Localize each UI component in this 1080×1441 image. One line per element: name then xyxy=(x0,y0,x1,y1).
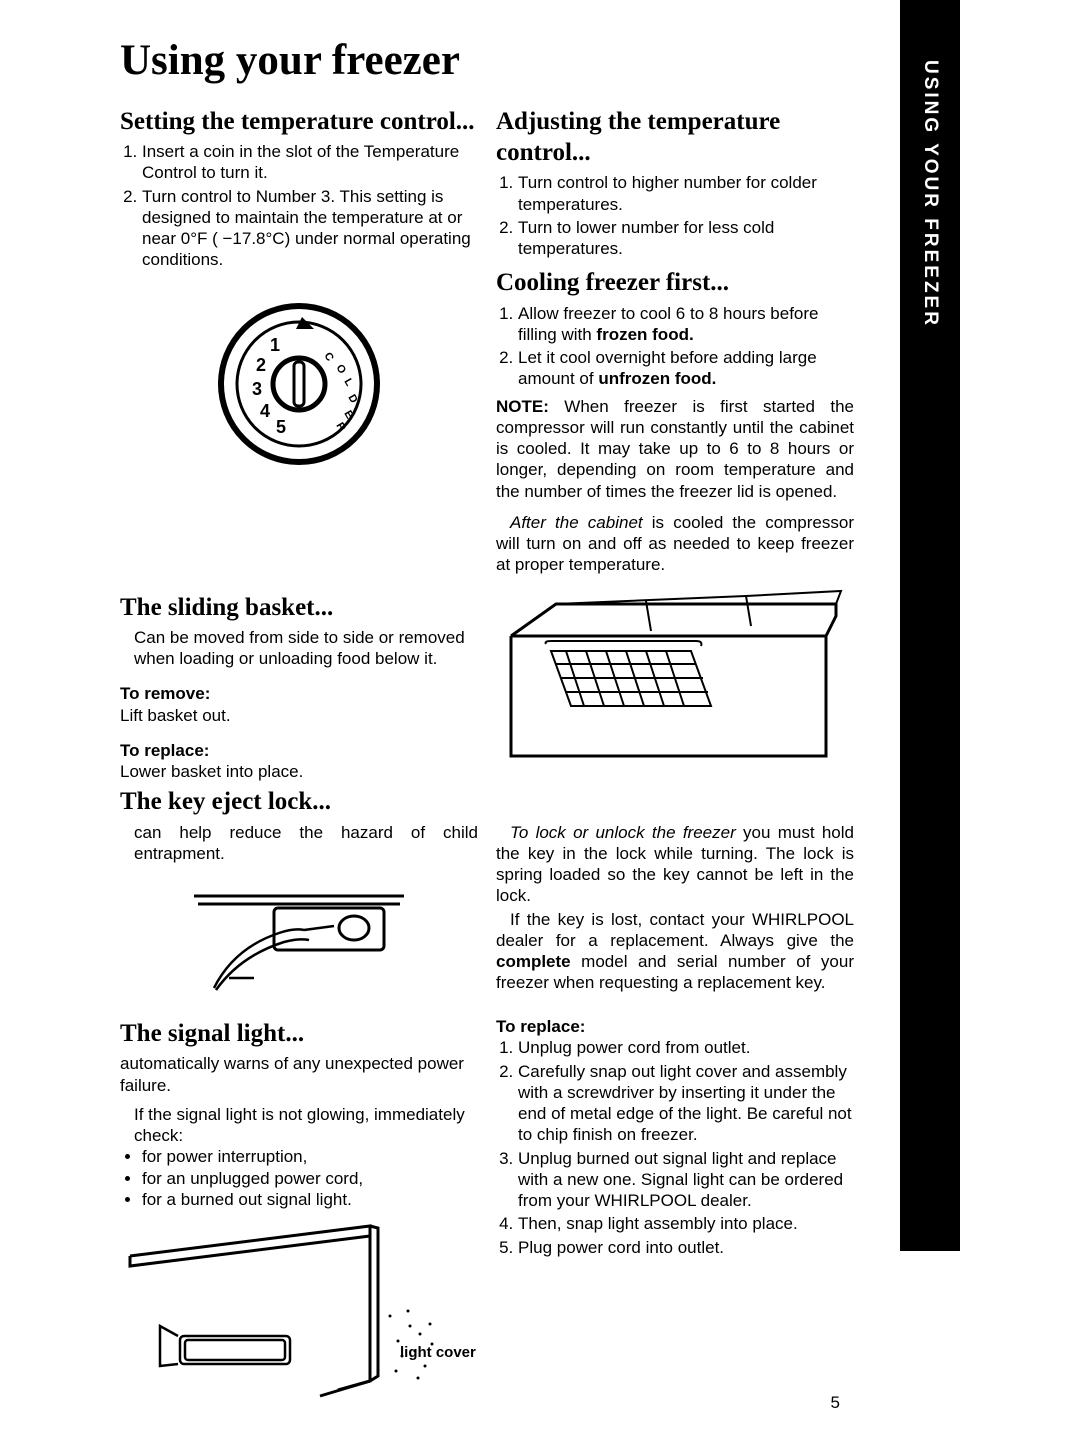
lock-left-text: can help reduce the hazard of child entr… xyxy=(120,822,478,865)
signal-right: To replace: Unplug power cord from outle… xyxy=(496,1012,854,1411)
svg-text:5: 5 xyxy=(276,417,286,437)
bullet: for a burned out signal light. xyxy=(142,1189,478,1210)
signal-caption: light cover xyxy=(400,1344,476,1363)
em-text: To lock or unlock the freezer xyxy=(510,823,736,842)
text: Lift basket out. xyxy=(120,706,231,725)
signal-bullets: for power interruption, for an unplugged… xyxy=(120,1146,478,1210)
signal-check: If the signal light is not glowing, imme… xyxy=(120,1104,478,1147)
label: To remove: xyxy=(120,684,210,703)
signal-light-illustration: light cover xyxy=(120,1216,478,1411)
svg-text:C: C xyxy=(321,350,335,363)
lock-right-p2: If the key is lost, contact your WHIRLPO… xyxy=(496,909,854,994)
lock-left: can help reduce the hazard of child entr… xyxy=(120,822,478,1005)
text: Lower basket into place. xyxy=(120,762,303,781)
key-lock-illustration xyxy=(120,878,478,998)
signal-replace-label: To replace: xyxy=(496,1016,854,1037)
svg-text:R: R xyxy=(333,420,347,433)
svg-text:4: 4 xyxy=(260,401,270,421)
heading-cooling: Cooling freezer first... xyxy=(496,267,854,298)
bold-text: frozen food. xyxy=(596,325,693,344)
col-right-top: Adjusting the temperature control... Tur… xyxy=(496,100,854,576)
adjusting-item: Turn control to higher number for colder… xyxy=(518,172,854,215)
lock-right-p1: To lock or unlock the freezer you must h… xyxy=(496,822,854,907)
step: Unplug burned out signal light and repla… xyxy=(518,1148,854,1212)
adjusting-item: Turn to lower number for less cold tempe… xyxy=(518,217,854,260)
cooling-note: NOTE: When freezer is first started the … xyxy=(496,396,854,502)
col-left-basket: The sliding basket... Can be moved from … xyxy=(120,586,478,783)
cooling-after: After the cabinet is cooled the compress… xyxy=(496,512,854,576)
manual-page: USING YOUR FREEZER Using your freezer Se… xyxy=(0,0,1080,1441)
svg-text:O: O xyxy=(333,362,348,376)
bullet: for power interruption, xyxy=(142,1146,478,1167)
heading-setting: Setting the temperature control... xyxy=(120,106,478,137)
setting-list: Insert a coin in the slot of the Tempera… xyxy=(120,141,478,271)
step: Plug power cord into outlet. xyxy=(518,1237,854,1258)
cooling-list: Allow freezer to cool 6 to 8 hours befor… xyxy=(496,303,854,390)
basket-replace: To replace: Lower basket into place. xyxy=(120,740,478,783)
page-number: 5 xyxy=(831,1392,840,1413)
svg-text:1: 1 xyxy=(270,335,280,355)
heading-adjusting: Adjusting the temperature control... xyxy=(496,106,854,169)
label: To replace: xyxy=(120,741,209,760)
em-text: After the cabinet xyxy=(510,513,643,532)
signal-replace-steps: Unplug power cord from outlet. Carefully… xyxy=(496,1037,854,1258)
signal-intro: automatically warns of any unexpected po… xyxy=(120,1053,478,1096)
step: Carefully snap out light cover and assem… xyxy=(518,1061,854,1146)
setting-item: Insert a coin in the slot of the Tempera… xyxy=(142,141,478,184)
text: If the key is lost, contact your WHIRLPO… xyxy=(496,910,854,950)
heading-signal: The signal light... xyxy=(120,1018,478,1049)
freezer-illustration xyxy=(496,586,854,783)
section-tab-sidebar: USING YOUR FREEZER xyxy=(900,0,960,1251)
svg-text:L: L xyxy=(341,376,355,388)
step: Then, snap light assembly into place. xyxy=(518,1213,854,1234)
adjusting-list: Turn control to higher number for colder… xyxy=(496,172,854,259)
svg-text:3: 3 xyxy=(252,379,262,399)
signal-left: The signal light... automatically warns … xyxy=(120,1012,478,1411)
sidebar-label: USING YOUR FREEZER xyxy=(918,60,942,328)
col-left-top: Setting the temperature control... Inser… xyxy=(120,100,478,576)
basket-intro: Can be moved from side to side or remove… xyxy=(120,627,478,670)
basket-remove: To remove: Lift basket out. xyxy=(120,683,478,726)
step: Unplug power cord from outlet. xyxy=(518,1037,854,1058)
lock-right: To lock or unlock the freezer you must h… xyxy=(496,822,854,1005)
bullet: for an unplugged power cord, xyxy=(142,1168,478,1189)
bold-text: complete xyxy=(496,952,571,971)
note-body: When freezer is first started the compre… xyxy=(496,397,854,501)
bold-text: unfrozen food. xyxy=(598,369,716,388)
cooling-item: Let it cool overnight before adding larg… xyxy=(518,347,854,390)
cooling-item: Allow freezer to cool 6 to 8 hours befor… xyxy=(518,303,854,346)
svg-text:2: 2 xyxy=(256,355,266,375)
setting-item: Turn control to Number 3. This setting i… xyxy=(142,186,478,271)
temperature-dial-illustration: 1 2 3 4 5 C O L D E R xyxy=(120,299,478,469)
heading-basket: The sliding basket... xyxy=(120,592,478,623)
note-label: NOTE: xyxy=(496,397,549,416)
